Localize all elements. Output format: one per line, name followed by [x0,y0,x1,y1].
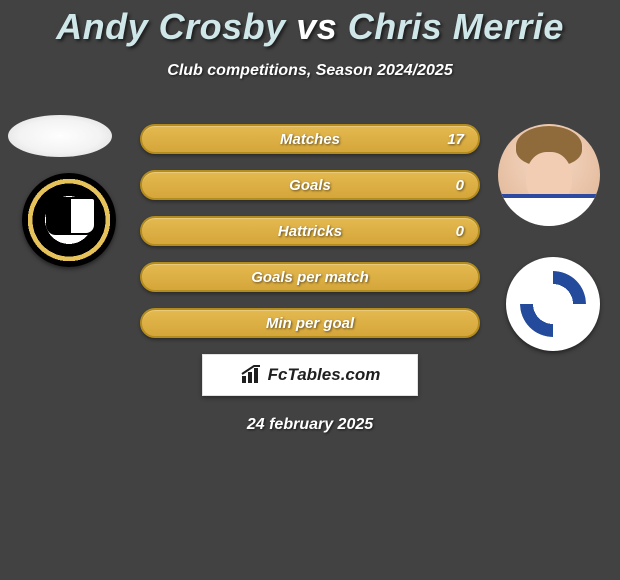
subtitle: Club competitions, Season 2024/2025 [0,62,620,80]
stat-row-goals-per-match: Goals per match [140,262,480,292]
stat-label: Matches [142,126,478,152]
stat-right-value: 0 [456,218,464,244]
player2-avatar [498,124,600,226]
player2-name: Chris Merrie [348,6,564,47]
stat-right-value: 17 [447,126,464,152]
bar-chart-icon [240,365,264,385]
stat-label: Min per goal [142,310,478,336]
player2-club-crest [506,257,600,351]
stat-row-goals: Goals 0 [140,170,480,200]
player1-avatar [8,115,112,157]
player1-club-crest [22,173,116,267]
stat-row-min-per-goal: Min per goal [140,308,480,338]
stat-label: Goals per match [142,264,478,290]
stat-label: Goals [142,172,478,198]
player1-name: Andy Crosby [56,6,286,47]
stat-label: Hattricks [142,218,478,244]
stats-container: Matches 17 Goals 0 Hattricks 0 Goals per… [140,124,480,338]
vs-separator: vs [296,6,337,47]
stat-right-value: 0 [456,172,464,198]
watermark: FcTables.com [202,354,418,396]
watermark-text: FcTables.com [268,365,381,385]
page-title: Andy Crosby vs Chris Merrie [0,0,620,48]
stat-row-hattricks: Hattricks 0 [140,216,480,246]
stat-row-matches: Matches 17 [140,124,480,154]
date: 24 february 2025 [0,416,620,434]
